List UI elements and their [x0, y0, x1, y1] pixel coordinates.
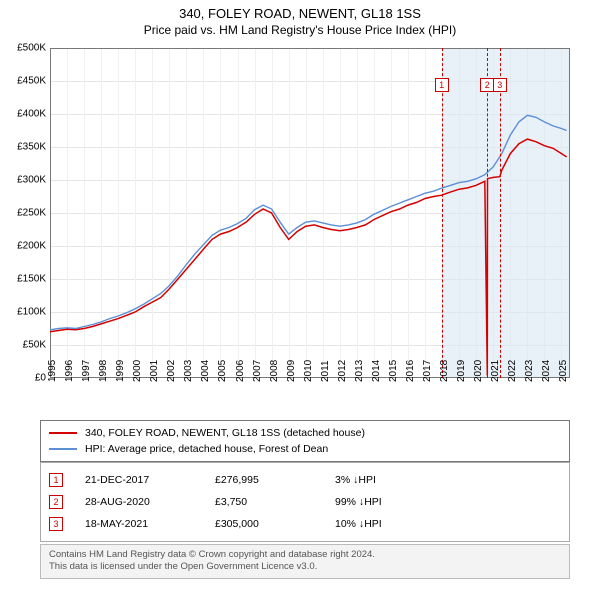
event-vline	[442, 48, 443, 378]
y-tick-label: £450K	[6, 76, 46, 87]
chart-title: 340, FOLEY ROAD, NEWENT, GL18 1SS	[0, 6, 600, 21]
x-tick-label: 2011	[320, 352, 331, 382]
chart-lines-svg	[50, 48, 570, 378]
event-vline	[487, 48, 488, 378]
event-pct: 10%HPI	[335, 518, 465, 530]
x-tick-label: 2025	[558, 352, 569, 382]
y-tick-label: £500K	[6, 43, 46, 54]
y-tick-label: £0	[6, 373, 46, 384]
x-tick-label: 2017	[422, 352, 433, 382]
x-tick-label: 1997	[81, 352, 92, 382]
legend-row: 340, FOLEY ROAD, NEWENT, GL18 1SS (detac…	[49, 425, 561, 441]
footer-line: Contains HM Land Registry data © Crown c…	[49, 549, 561, 561]
x-tick-label: 1995	[47, 352, 58, 382]
footer-line: This data is licensed under the Open Gov…	[49, 561, 561, 573]
y-tick-label: £350K	[6, 142, 46, 153]
y-tick-label: £50K	[6, 340, 46, 351]
x-tick-label: 2023	[524, 352, 535, 382]
legend-label: HPI: Average price, detached house, Fore…	[85, 443, 328, 455]
event-price: £276,995	[215, 474, 335, 486]
x-tick-label: 2015	[388, 352, 399, 382]
x-tick-label: 1999	[115, 352, 126, 382]
legend-label: 340, FOLEY ROAD, NEWENT, GL18 1SS (detac…	[85, 427, 365, 439]
x-tick-label: 2021	[490, 352, 501, 382]
legend-row: HPI: Average price, detached house, Fore…	[49, 441, 561, 457]
x-tick-label: 2020	[473, 352, 484, 382]
legend-swatch	[49, 448, 77, 450]
x-tick-label: 2016	[405, 352, 416, 382]
event-date: 18-MAY-2021	[85, 518, 215, 530]
series-hpi	[50, 115, 567, 329]
events-table: 1 21-DEC-2017 £276,995 3%HPI 2 28-AUG-20…	[40, 462, 570, 542]
x-tick-label: 2014	[371, 352, 382, 382]
x-tick-label: 2005	[217, 352, 228, 382]
event-marker-icon: 3	[49, 517, 63, 531]
x-tick-label: 2000	[132, 352, 143, 382]
y-tick-label: £100K	[6, 307, 46, 318]
x-tick-label: 2012	[337, 352, 348, 382]
event-pct: 3%HPI	[335, 474, 465, 486]
x-tick-label: 2019	[456, 352, 467, 382]
footer-attribution: Contains HM Land Registry data © Crown c…	[40, 544, 570, 579]
event-price: £305,000	[215, 518, 335, 530]
x-tick-label: 2008	[269, 352, 280, 382]
x-tick-label: 1998	[98, 352, 109, 382]
down-arrow-icon	[356, 496, 364, 508]
event-row: 3 18-MAY-2021 £305,000 10%HPI	[49, 513, 561, 535]
down-arrow-icon	[356, 518, 364, 530]
x-tick-label: 2003	[183, 352, 194, 382]
x-tick-label: 2022	[507, 352, 518, 382]
x-tick-label: 2001	[149, 352, 160, 382]
y-tick-label: £300K	[6, 175, 46, 186]
x-tick-label: 2009	[286, 352, 297, 382]
x-tick-label: 2002	[166, 352, 177, 382]
x-tick-label: 2006	[235, 352, 246, 382]
event-marker-icon: 2	[49, 495, 63, 509]
x-tick-label: 2024	[541, 352, 552, 382]
y-tick-label: £400K	[6, 109, 46, 120]
event-row: 2 28-AUG-2020 £3,750 99%HPI	[49, 491, 561, 513]
event-vline	[500, 48, 501, 378]
event-row: 1 21-DEC-2017 £276,995 3%HPI	[49, 469, 561, 491]
x-tick-label: 1996	[64, 352, 75, 382]
x-tick-label: 2010	[303, 352, 314, 382]
event-price: £3,750	[215, 496, 335, 508]
legend-box: 340, FOLEY ROAD, NEWENT, GL18 1SS (detac…	[40, 420, 570, 462]
series-price_paid	[50, 139, 567, 375]
chart-title-block: 340, FOLEY ROAD, NEWENT, GL18 1SS Price …	[0, 0, 600, 37]
x-tick-label: 2007	[252, 352, 263, 382]
event-pct: 99%HPI	[335, 496, 465, 508]
y-tick-label: £150K	[6, 274, 46, 285]
event-date: 21-DEC-2017	[85, 474, 215, 486]
x-tick-label: 2004	[200, 352, 211, 382]
y-tick-label: £250K	[6, 208, 46, 219]
legend-swatch	[49, 432, 77, 434]
event-date: 28-AUG-2020	[85, 496, 215, 508]
x-tick-label: 2013	[354, 352, 365, 382]
x-tick-label: 2018	[439, 352, 450, 382]
chart-subtitle: Price paid vs. HM Land Registry's House …	[0, 23, 600, 37]
event-marker-icon: 1	[49, 473, 63, 487]
event-marker: 1	[435, 78, 449, 92]
y-tick-label: £200K	[6, 241, 46, 252]
event-marker: 3	[493, 78, 507, 92]
